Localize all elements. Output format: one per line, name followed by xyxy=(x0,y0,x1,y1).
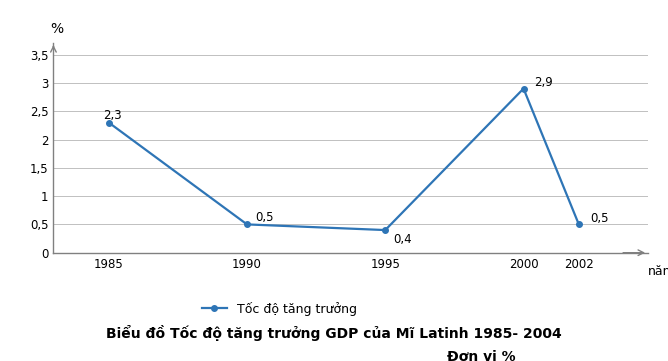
Text: 2,9: 2,9 xyxy=(534,77,553,90)
Text: 2,3: 2,3 xyxy=(104,109,122,122)
Text: Biểu đồ Tốc độ tăng trưởng GDP của Mĩ Latinh 1985- 2004: Biểu đồ Tốc độ tăng trưởng GDP của Mĩ La… xyxy=(106,325,562,341)
Text: năm: năm xyxy=(648,265,668,278)
Text: 0,4: 0,4 xyxy=(393,233,412,246)
Text: 0,5: 0,5 xyxy=(255,210,274,223)
Legend: Tốc độ tăng trưởng: Tốc độ tăng trưởng xyxy=(197,297,362,321)
Text: 0,5: 0,5 xyxy=(590,212,609,225)
Text: Đơn vị %: Đơn vị % xyxy=(447,350,515,361)
Text: %: % xyxy=(50,22,63,36)
